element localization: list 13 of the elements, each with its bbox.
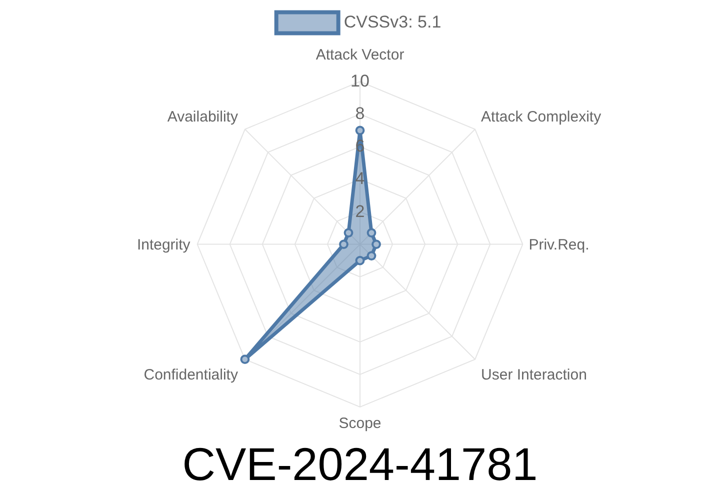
spoke-label: Attack Complexity <box>481 108 602 126</box>
y-tick-label: 10 <box>350 72 370 91</box>
y-tick-label: 2 <box>355 202 365 221</box>
spoke-label: Priv.Req. <box>528 236 590 254</box>
spoke-label: Attack Vector <box>316 46 404 64</box>
spoke-label: Scope <box>338 415 382 432</box>
spoke-label: Availability <box>167 108 238 126</box>
y-tick-label: 8 <box>355 104 365 124</box>
legend-label: CVSSv3: 5.1 <box>344 12 442 32</box>
spoke-label: Confidentiality <box>144 366 238 384</box>
spoke-label: User Interaction <box>481 366 587 384</box>
text: CVE-2024-41781 <box>182 438 538 490</box>
spoke-label: Integrity <box>136 236 191 254</box>
